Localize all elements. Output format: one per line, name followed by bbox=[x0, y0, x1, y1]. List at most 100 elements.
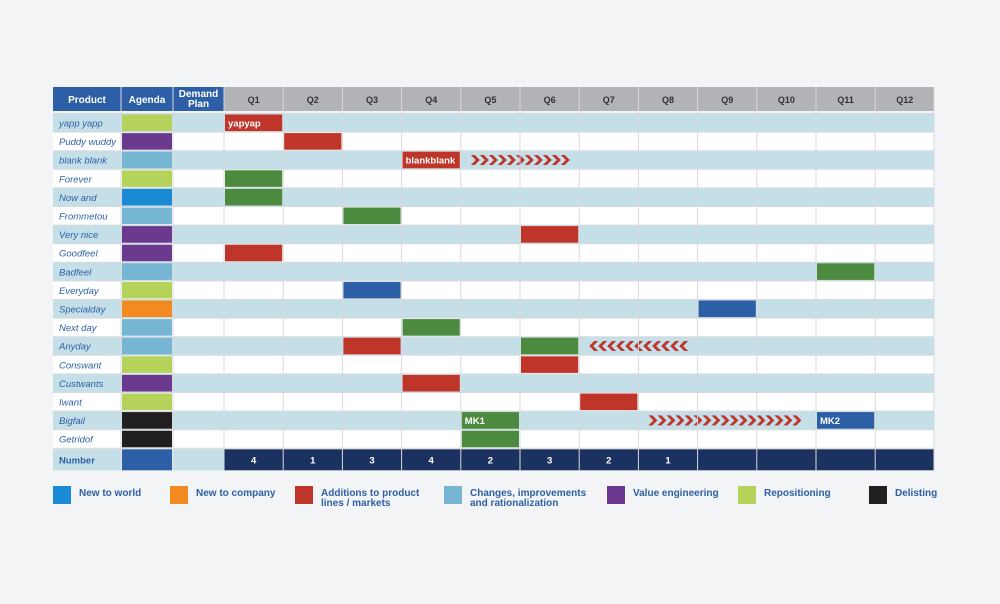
agenda-swatch bbox=[122, 356, 172, 373]
product-name: Puddy wuddy bbox=[59, 137, 117, 148]
legend-item-delisting: Delisting bbox=[869, 486, 937, 504]
number-value: 3 bbox=[369, 455, 374, 466]
number-value: 3 bbox=[547, 455, 552, 466]
timeline-bar bbox=[225, 244, 283, 262]
timeline-chevron bbox=[679, 341, 689, 351]
legend-item-new-to-world: New to world bbox=[53, 486, 141, 504]
timeline-bar bbox=[402, 151, 460, 169]
timeline-chevron bbox=[720, 415, 730, 426]
legend: New to world New to company Additions to… bbox=[0, 486, 1000, 510]
product-name: Bigfail bbox=[59, 416, 86, 427]
timeline-chevron bbox=[616, 341, 626, 351]
timeline-chevron bbox=[524, 155, 534, 165]
agenda-swatch bbox=[122, 337, 172, 355]
header-quarter-q12: Q12 bbox=[896, 95, 913, 105]
header-quarter-q3: Q3 bbox=[366, 95, 378, 105]
timeline-chevron bbox=[702, 415, 712, 426]
timeline-bar bbox=[521, 226, 579, 243]
timeline-bar bbox=[343, 207, 401, 225]
number-row-agenda bbox=[122, 449, 172, 471]
header-quarter-q1: Q1 bbox=[248, 95, 260, 105]
agenda-swatch bbox=[122, 281, 172, 299]
timeline-chevron bbox=[589, 341, 599, 351]
header-quarter-q9: Q9 bbox=[721, 95, 733, 105]
product-name: blank blank bbox=[59, 156, 108, 167]
timeline-chevron bbox=[756, 415, 766, 426]
legend-item-value-engineering: Value engineering bbox=[607, 486, 719, 504]
bar-label: yapyap bbox=[228, 119, 261, 130]
product-name: Iwant bbox=[59, 398, 82, 409]
legend-swatch-changes bbox=[444, 486, 462, 504]
timeline-chevron bbox=[607, 341, 617, 351]
timeline-chevron bbox=[657, 415, 667, 426]
timeline-chevron bbox=[533, 155, 543, 165]
product-name: Goodfeel bbox=[59, 249, 98, 260]
timeline-chevron bbox=[783, 415, 793, 426]
timeline-bar bbox=[817, 412, 875, 429]
agenda-swatch bbox=[122, 244, 172, 262]
timeline-chevron bbox=[666, 415, 676, 426]
legend-swatch-repositioning bbox=[738, 486, 756, 504]
timeline-chevron bbox=[684, 415, 694, 426]
agenda-swatch bbox=[122, 170, 172, 187]
timeline-bar bbox=[225, 114, 283, 132]
legend-swatch-value-engineering bbox=[607, 486, 625, 504]
agenda-swatch bbox=[122, 133, 172, 150]
timeline-chevron bbox=[470, 155, 480, 165]
timeline-bar bbox=[521, 356, 579, 373]
timeline-chevron bbox=[506, 155, 516, 165]
header-quarter-q10: Q10 bbox=[778, 95, 795, 105]
table-row-bg bbox=[53, 206, 934, 226]
product-name: Specialday bbox=[59, 305, 107, 316]
timeline-chevron bbox=[792, 415, 802, 426]
legend-label: Repositioning bbox=[764, 488, 831, 499]
table-row-bg bbox=[53, 225, 934, 244]
timeline-bar bbox=[698, 300, 756, 318]
timeline-chevron bbox=[497, 155, 507, 165]
timeline-chevron bbox=[542, 155, 552, 165]
timeline-bar bbox=[580, 393, 638, 411]
number-value: 4 bbox=[251, 455, 257, 466]
timeline-chevron bbox=[488, 155, 498, 165]
number-row-demand bbox=[173, 449, 224, 471]
table-row-bg bbox=[53, 318, 934, 337]
timeline-bar bbox=[402, 374, 460, 392]
header-quarter-q8: Q8 bbox=[662, 95, 674, 105]
agenda-swatch bbox=[122, 430, 172, 448]
table-row-bg bbox=[53, 355, 934, 374]
timeline-chevron bbox=[551, 155, 561, 165]
timeline-bar bbox=[521, 337, 579, 355]
timeline-bar bbox=[817, 263, 875, 280]
timeline-chevron bbox=[738, 415, 748, 426]
table-row-bg bbox=[53, 169, 934, 188]
agenda-swatch bbox=[122, 151, 172, 169]
header-blue-band bbox=[53, 87, 224, 111]
agenda-swatch bbox=[122, 263, 172, 280]
agenda-swatch bbox=[122, 300, 172, 318]
legend-swatch-additions bbox=[295, 486, 313, 504]
number-value: 1 bbox=[310, 455, 316, 466]
table-row-bg bbox=[53, 299, 934, 319]
agenda-swatch bbox=[122, 188, 172, 206]
timeline-chevron bbox=[670, 341, 680, 351]
number-value: 2 bbox=[488, 455, 493, 466]
table-row-bg bbox=[53, 392, 934, 412]
legend-label: Additions to product lines / markets bbox=[321, 488, 420, 509]
timeline-bar bbox=[225, 188, 283, 206]
legend-item-new-to-company: New to company bbox=[170, 486, 275, 504]
table-row-bg bbox=[53, 280, 934, 300]
timeline-chevron bbox=[711, 415, 721, 426]
product-name: Forever bbox=[59, 174, 93, 185]
timeline-chevron bbox=[774, 415, 784, 426]
timeline-chevron bbox=[625, 341, 635, 351]
timeline-chevron bbox=[648, 415, 658, 426]
table-row-bg bbox=[53, 262, 934, 281]
bar-label: blankblank bbox=[406, 156, 456, 167]
table-row-bg bbox=[53, 113, 934, 133]
agenda-swatch bbox=[122, 226, 172, 243]
timeline-chevron bbox=[729, 415, 739, 426]
timeline-bar bbox=[461, 430, 519, 448]
agenda-swatch bbox=[122, 319, 172, 336]
legend-swatch-new-to-world bbox=[53, 486, 71, 504]
